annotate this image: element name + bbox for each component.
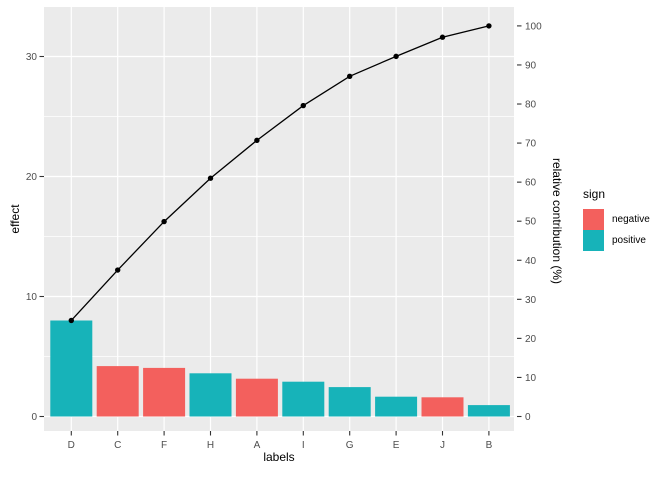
cumulative-point-G bbox=[347, 73, 353, 79]
tick-label-right: 20 bbox=[525, 334, 537, 345]
cumulative-point-D bbox=[68, 317, 75, 324]
tick-label-right: 70 bbox=[525, 139, 537, 150]
tick-label-left: 20 bbox=[26, 172, 38, 183]
tick-label-right: 10 bbox=[525, 373, 537, 384]
tick-label-right: 30 bbox=[525, 295, 537, 306]
bar-J bbox=[421, 397, 464, 417]
bar-A bbox=[235, 378, 278, 417]
tick-label-x: D bbox=[68, 440, 75, 451]
cumulative-point-E bbox=[393, 53, 399, 60]
tick-label-left: 0 bbox=[31, 412, 37, 423]
tick-label-x: J bbox=[440, 440, 445, 451]
tick-label-right: 100 bbox=[525, 21, 542, 32]
tick-label-left: 30 bbox=[26, 52, 38, 63]
tick-label-x: C bbox=[114, 440, 121, 451]
legend: sign negative positive bbox=[583, 187, 650, 251]
tick-label-right: 90 bbox=[525, 60, 537, 71]
bar-D bbox=[50, 320, 93, 417]
legend-swatch-positive-icon bbox=[583, 230, 604, 251]
legend-title: sign bbox=[583, 187, 606, 201]
y-axis-title-left: effect bbox=[8, 204, 22, 234]
tick-label-right: 60 bbox=[525, 178, 537, 189]
tick-label-left: 10 bbox=[26, 292, 38, 303]
tick-label-right: 80 bbox=[525, 100, 537, 111]
bar-G bbox=[328, 387, 371, 417]
legend-entry-positive: positive bbox=[583, 230, 650, 251]
y-axis-title-right: relative contribution (%) bbox=[550, 157, 564, 285]
bar-F bbox=[143, 367, 186, 417]
tick-label-right: 0 bbox=[525, 412, 531, 423]
cumulative-point-H bbox=[207, 175, 214, 181]
tick-label-x: I bbox=[302, 440, 305, 451]
panel-background bbox=[44, 7, 514, 431]
cumulative-point-B bbox=[486, 23, 492, 29]
bar-H bbox=[189, 373, 232, 417]
legend-swatch-negative-icon bbox=[583, 209, 604, 230]
tick-label-x: F bbox=[161, 440, 167, 451]
tick-label-x: A bbox=[254, 440, 261, 451]
tick-label-right: 50 bbox=[525, 217, 537, 228]
bar-I bbox=[282, 381, 325, 417]
tick-label-x: E bbox=[393, 440, 400, 451]
bar-B bbox=[467, 405, 510, 417]
bar-E bbox=[375, 396, 418, 417]
legend-label-negative: negative bbox=[612, 214, 650, 225]
cumulative-point-I bbox=[300, 102, 306, 109]
tick-label-x: H bbox=[207, 440, 214, 451]
bar-C bbox=[96, 366, 139, 417]
cumulative-point-C bbox=[115, 267, 121, 273]
tick-label-x: G bbox=[346, 440, 354, 451]
legend-entry-negative: negative bbox=[583, 209, 650, 230]
legend-label-positive: positive bbox=[612, 235, 646, 246]
cumulative-point-F bbox=[161, 218, 167, 225]
cumulative-point-A bbox=[254, 137, 260, 144]
tick-label-x: B bbox=[486, 440, 493, 451]
tick-label-right: 40 bbox=[525, 256, 537, 267]
x-axis-title: labels bbox=[263, 450, 295, 464]
cumulative-point-J bbox=[439, 34, 446, 40]
cumulative-line bbox=[70, 25, 490, 321]
